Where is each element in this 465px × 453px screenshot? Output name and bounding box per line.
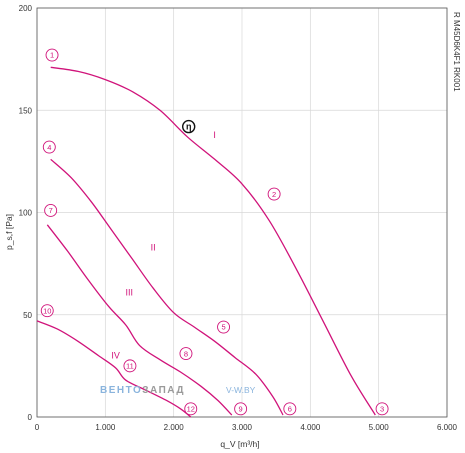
watermark-brand-b: ЗАПАД [142, 385, 185, 396]
curve-label: II [151, 242, 156, 252]
side-code: R M45D6K4F1 RK001 [452, 12, 461, 92]
y-tick-label: 50 [23, 311, 32, 320]
axes: 0 1.000 2.000 3.000 4.000 5.000 6.000 0 50 100 150… [19, 4, 458, 432]
x-axis-label: q_V [m³/h] [220, 439, 259, 449]
curve-iv [36, 320, 192, 418]
point-marker-circle [375, 402, 389, 416]
point-marker-label: 7 [49, 206, 53, 215]
y-tick-label: 200 [19, 4, 33, 13]
x-tick-label: 5.000 [369, 423, 390, 432]
y-tick-label: 0 [28, 413, 33, 422]
watermark-brand-a: ВЕНТО [100, 385, 142, 396]
curve-label: IV [111, 351, 120, 361]
point-marker-label: 4 [47, 143, 51, 152]
curve-ii [50, 158, 284, 416]
point-marker-label: 6 [288, 405, 292, 414]
point-marker-label: 11 [126, 362, 134, 371]
point-marker-circle [267, 187, 281, 201]
x-tick-label: 1.000 [95, 423, 116, 432]
point-marker-label: 2 [272, 190, 276, 199]
point-marker-label: 9 [239, 405, 243, 414]
watermark: ВЕНТОЗАПАД [100, 385, 185, 396]
point-marker-label: 1 [50, 51, 54, 60]
point-marker-circle [123, 359, 137, 373]
point-marker-circle [234, 402, 248, 416]
x-tick-label: 6.000 [437, 423, 458, 432]
point-marker-circle [179, 347, 193, 361]
point-marker-circle [42, 140, 56, 154]
point-marker-label: 10 [43, 306, 51, 315]
x-tick-label: 3.000 [232, 423, 253, 432]
point-marker-circle [44, 204, 58, 217]
curves [36, 66, 376, 418]
curve-iii [46, 224, 233, 416]
y-axis-label: p_s,f [Pa] [4, 214, 14, 250]
curve-i [50, 66, 376, 416]
operating-point-label: η [186, 122, 192, 132]
point-marker-circle [217, 320, 231, 334]
operating-point-circle [181, 119, 196, 134]
x-tick-label: 2.000 [164, 423, 185, 432]
point-marker-label: 8 [184, 349, 188, 358]
curve-label: III [125, 287, 133, 297]
y-tick-label: 100 [19, 209, 33, 218]
point-marker-label: 12 [187, 405, 195, 414]
point-marker-circle [40, 304, 54, 318]
point-marker-circle [283, 402, 297, 416]
y-tick-label: 150 [19, 106, 33, 115]
point-marker-circle [184, 402, 198, 416]
watermark-site: V-W.BY [226, 385, 256, 395]
point-marker-label: 5 [221, 323, 225, 332]
x-tick-label: 0 [35, 423, 40, 432]
point-marker-circle [45, 48, 59, 62]
curve-label: I [213, 130, 216, 140]
point-marker-label: 3 [380, 405, 384, 414]
plot-frame [36, 7, 448, 418]
x-tick-label: 4.000 [300, 423, 321, 432]
